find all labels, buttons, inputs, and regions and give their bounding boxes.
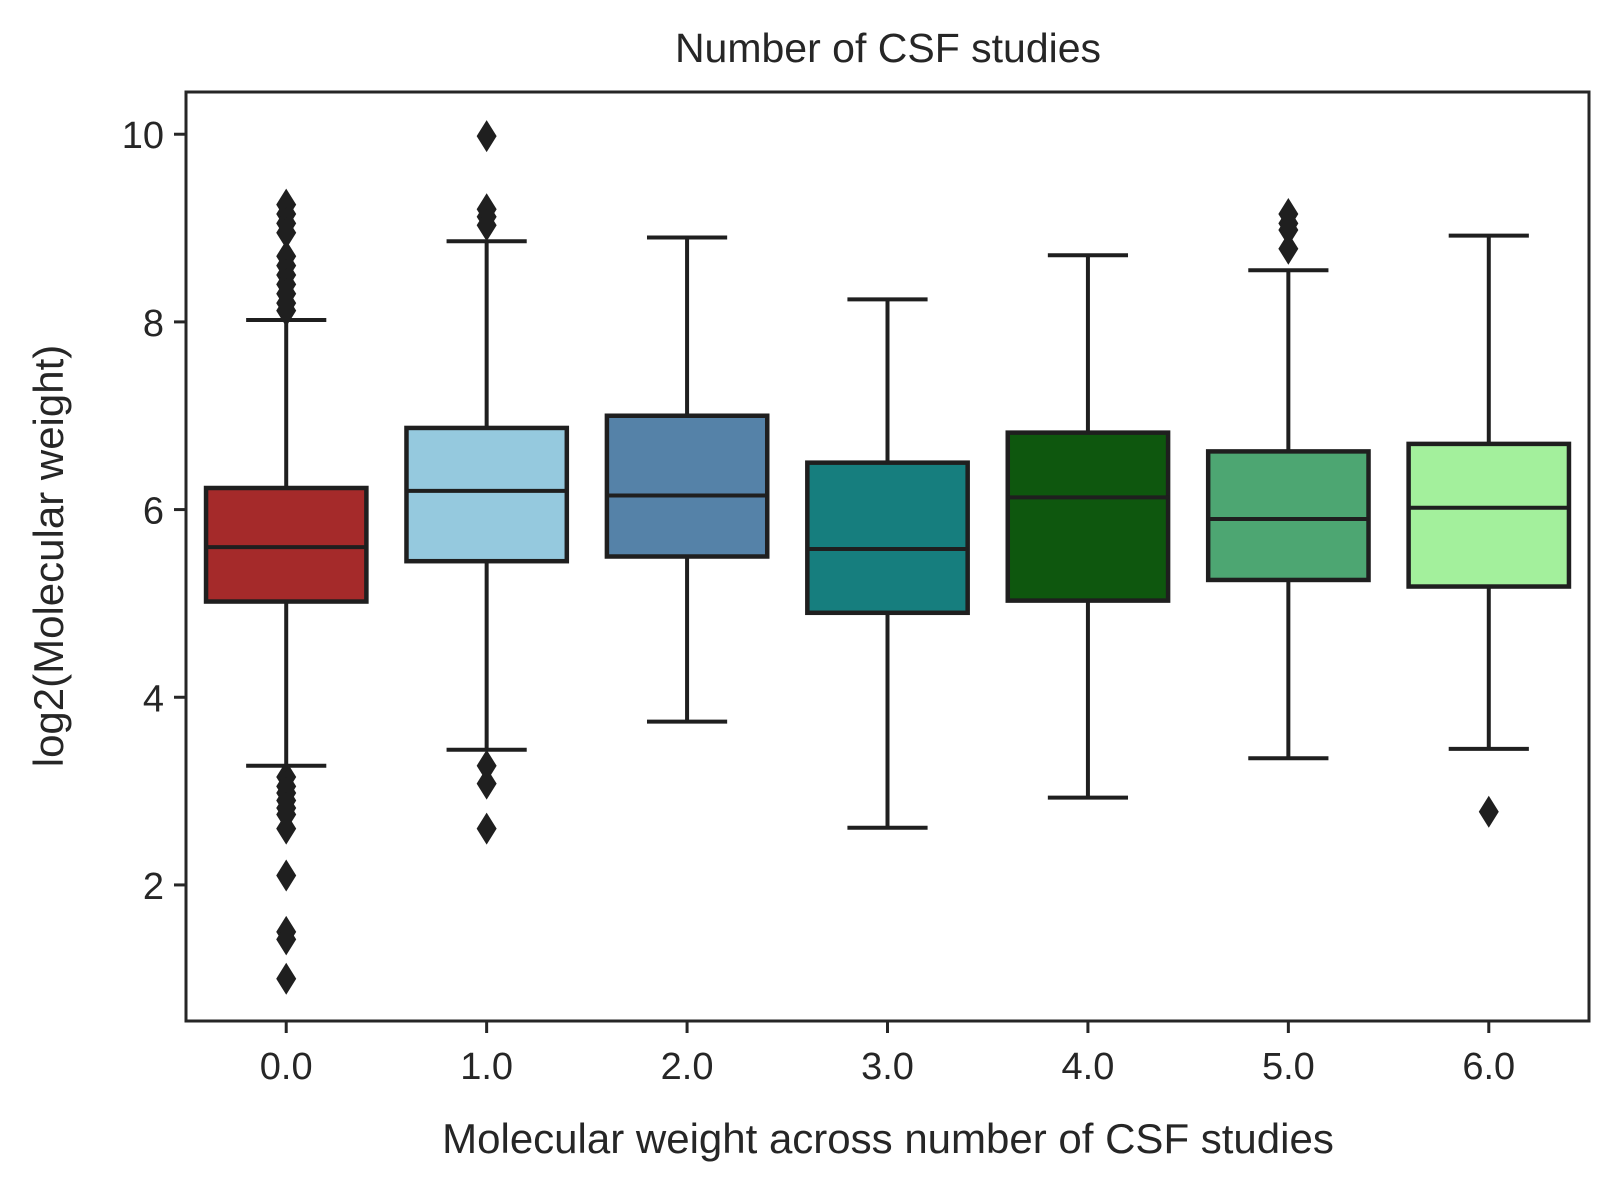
axes-frame [184,90,1591,1023]
box-6.0 [1406,441,1572,589]
x-tick-label: 4.0 [1062,1046,1115,1088]
outlier-point [276,962,297,995]
x-tick-label: 0.0 [260,1046,313,1088]
box-0.0 [203,485,369,604]
outlier-point [276,216,297,249]
box-1.0 [404,425,570,564]
x-tick-label: 2.0 [661,1046,714,1088]
outlier-point [276,923,297,956]
y-axis-label: log2(Molecular weight) [25,345,72,768]
outlier-point [276,859,297,892]
x-tick-label: 5.0 [1262,1046,1315,1088]
outlier-point [476,812,497,845]
box-4.0 [1005,430,1171,603]
plot-area: 2 4 6 8 10 0.0 1.0 2.0 3.0 4.0 5.0 6.0 [122,115,1572,1088]
outlier-point [476,749,497,782]
outlier-point [476,767,497,800]
y-tick-label: 8 [143,303,164,345]
x-tick-label: 1.0 [460,1046,513,1088]
y-tick-label: 4 [143,678,164,720]
x-tick-label: 6.0 [1462,1046,1515,1088]
outlier-point [476,120,497,153]
outlier-point [276,812,297,845]
y-tick-label: 6 [143,491,164,533]
x-tick-label: 3.0 [861,1046,914,1088]
outlier-point [1278,232,1299,265]
y-tick-label: 10 [122,115,164,157]
outlier-point [276,294,297,327]
box-5.0 [1205,449,1371,583]
outlier-point [1478,795,1499,828]
outlier-point [1278,213,1299,246]
y-tick-label: 2 [143,866,164,908]
x-axis-label: Molecular weight across number of CSF st… [442,1115,1334,1162]
box-3.0 [805,460,970,616]
outlier-point [476,209,497,242]
box-2.0 [604,413,770,559]
chart-title: Number of CSF studies [675,25,1101,71]
